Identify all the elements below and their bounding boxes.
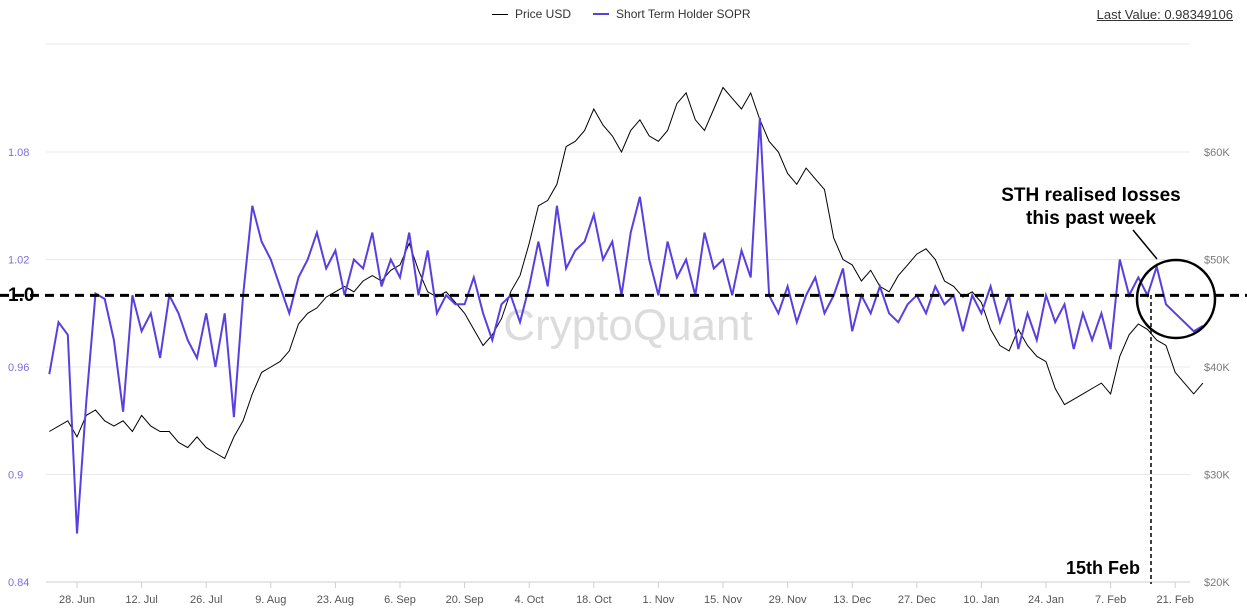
annotation-losses-line1: STH realised losses [1001,185,1181,206]
legend-label-price: Price USD [515,7,572,21]
x-tick-label: 21. Feb [1157,594,1194,606]
legend: Price USD Short Term Holder SOPR [492,7,751,21]
date-marker-label: 15th Feb [1066,558,1140,578]
x-tick-label: 1. Nov [643,594,675,606]
x-tick-label: 20. Sep [446,594,484,606]
x-tick-label: 15. Nov [704,594,742,606]
x-tick-label: 6. Sep [384,594,416,606]
x-tick-label: 24. Jan [1028,594,1064,606]
y-left-tick-label: 0.84 [8,577,29,589]
price-usd-series-line [49,86,1204,460]
x-tick-label: 27. Dec [898,594,936,606]
x-tick-label: 23. Aug [317,594,354,606]
legend-item-sopr[interactable]: Short Term Holder SOPR [593,7,751,21]
y-axis-left: 0.84 0.9 0.96 1.02 1.08 [8,147,29,589]
legend-item-price[interactable]: Price USD [492,7,571,21]
y-axis-right: $20K $30K $40K $50K $60K [1204,147,1230,589]
legend-swatch-price [492,13,508,15]
x-tick-label: 10. Jan [963,594,999,606]
y-left-tick-label: 1.02 [8,255,29,267]
y-right-tick-label: $60K [1204,147,1230,159]
grid-lines [46,43,1190,583]
x-tick-label: 4. Oct [515,594,544,606]
legend-label-sopr: Short Term Holder SOPR [616,7,751,21]
y-left-tick-label: 0.96 [8,362,29,374]
x-tick-label: 28. Jun [59,594,95,606]
x-tick-label: 9. Aug [255,594,286,606]
x-tick-label: 18. Oct [576,594,611,606]
legend-swatch-sopr [593,13,610,15]
sopr-series-line [48,117,1204,534]
x-tick-label: 7. Feb [1095,594,1126,606]
y-right-tick-label: $20K [1204,577,1230,589]
x-axis-labels: 28. Jun 12. Jul 26. Jul 9. Aug 23. Aug 6. Sep… [59,582,1194,606]
annotation-pointer [1132,229,1158,260]
x-tick-label: 29. Nov [769,594,807,606]
annotation-circle [1135,258,1217,340]
y-right-tick-label: $30K [1204,470,1230,482]
y-left-tick-label: 0.9 [8,470,23,482]
y-right-tick-label: $40K [1204,362,1230,374]
y-right-tick-label: $50K [1204,255,1230,267]
y-left-tick-label: 1.08 [8,147,29,159]
last-value-readout: Last Value: 0.98349106 [1096,7,1233,22]
x-tick-label: 13. Dec [833,594,871,606]
x-tick-label: 26. Jul [190,594,222,606]
annotation-losses-line2: this past week [1026,208,1156,229]
watermark: CryptoQuant [503,301,752,350]
x-tick-label: 12. Jul [125,594,157,606]
reference-label: 1.0 [8,285,34,306]
